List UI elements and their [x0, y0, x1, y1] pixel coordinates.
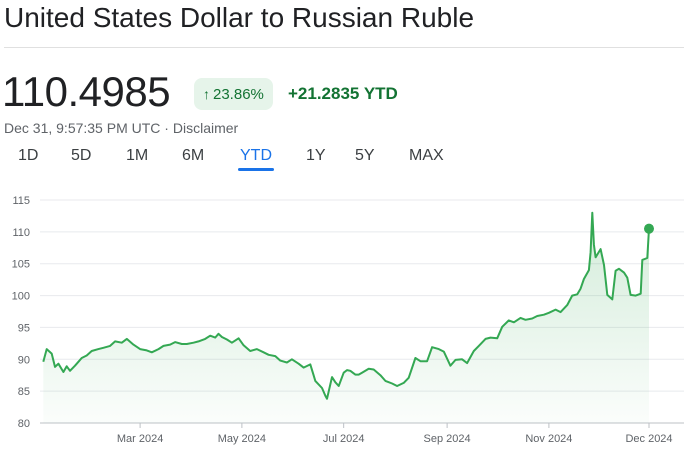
y-axis-ticks: 80 85 90 95 100 105 110 115: [12, 195, 30, 430]
x-tick-label: Mar 2024: [117, 433, 163, 445]
x-axis-ticks: Mar 2024 May 2024 Jul 2024 Sep 2024 Nov 2024…: [117, 423, 673, 445]
y-tick-label: 95: [18, 322, 30, 334]
range-5d[interactable]: 5D: [71, 147, 92, 164]
y-tick-label: 115: [12, 195, 30, 207]
x-tick-label: Sep 2024: [424, 433, 471, 445]
current-price: 110.4985: [2, 68, 171, 115]
arrow-up-icon: ↑: [203, 86, 210, 102]
timestamp: Dec 31, 9:57:35 PM UTC: [4, 120, 161, 136]
range-5y[interactable]: 5Y: [355, 147, 375, 164]
range-6m[interactable]: 6M: [182, 147, 205, 164]
y-tick-label: 110: [12, 227, 30, 239]
change-percent-value: 23.86%: [213, 85, 264, 103]
change-percent-badge: ↑ 23.86%: [194, 78, 273, 110]
price-area: [43, 212, 650, 423]
y-tick-label: 90: [18, 354, 30, 366]
disclaimer-link[interactable]: Disclaimer: [172, 120, 239, 136]
x-tick-label: May 2024: [218, 433, 266, 445]
x-tick-label: Nov 2024: [525, 433, 572, 445]
page-title: United States Dollar to Russian Ruble: [4, 2, 475, 33]
y-tick-label: 80: [18, 418, 30, 430]
current-price-marker[interactable]: [644, 223, 654, 234]
y-tick-label: 100: [12, 291, 30, 303]
change-value: +21.2835: [288, 84, 360, 103]
range-1y[interactable]: 1Y: [306, 147, 326, 164]
change-summary: +21.2835 YTD: [288, 84, 398, 104]
y-tick-label: 85: [18, 386, 30, 398]
change-period: YTD: [363, 84, 398, 103]
x-tick-label: Dec 2024: [625, 433, 672, 445]
range-1d[interactable]: 1D: [18, 147, 39, 164]
price-chart: 80 85 90 95 100 105 110 115 Mar 2024 May 2024 Jul…: [12, 195, 684, 445]
range-1m[interactable]: 1M: [126, 147, 149, 164]
x-tick-label: Jul 2024: [323, 433, 365, 445]
y-tick-label: 105: [12, 259, 30, 271]
range-max[interactable]: MAX: [409, 147, 444, 164]
separator: ·: [164, 120, 169, 136]
price-line: [42, 211, 650, 400]
title-divider: [4, 47, 684, 48]
range-ytd[interactable]: YTD: [238, 147, 274, 171]
timestamp-line: Dec 31, 9:57:35 PM UTC · Disclaimer: [4, 120, 238, 136]
